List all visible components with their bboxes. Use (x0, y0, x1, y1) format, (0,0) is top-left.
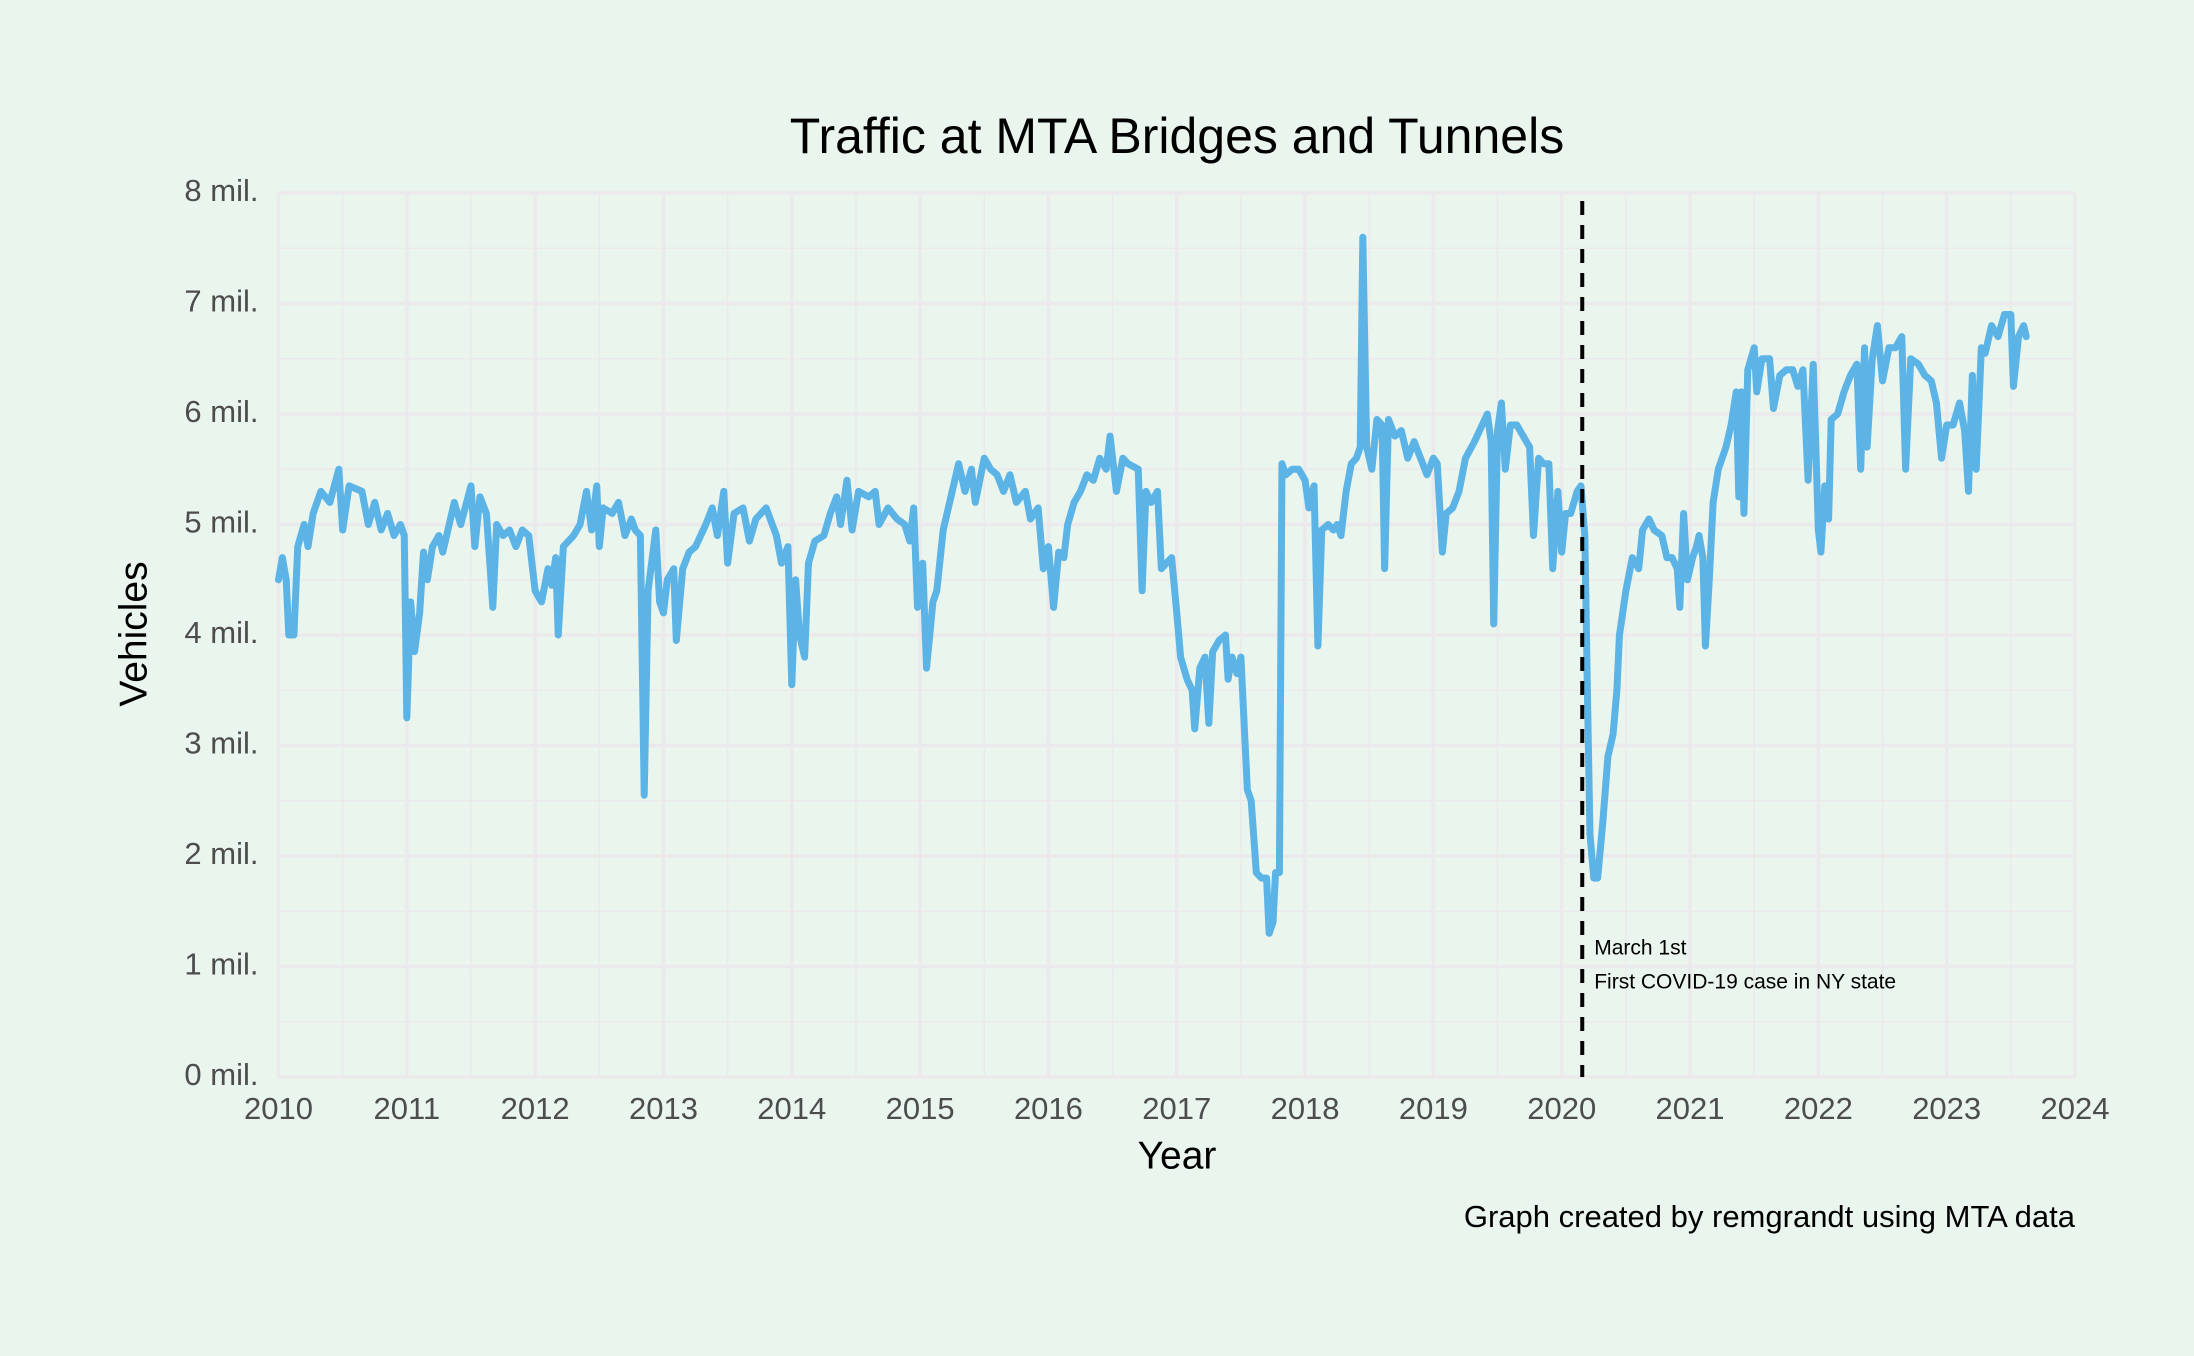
y-tick-label: 4 mil. (184, 615, 258, 650)
y-tick-label: 8 mil. (184, 173, 258, 208)
y-tick-label: 1 mil. (184, 947, 258, 982)
chart-title: Traffic at MTA Bridges and Tunnels (790, 108, 1564, 164)
x-tick-label: 2017 (1142, 1091, 1211, 1126)
x-tick-label: 2018 (1271, 1091, 1340, 1126)
y-tick-label: 7 mil. (184, 284, 258, 319)
caption: Graph created by remgrandt using MTA dat… (1464, 1199, 2076, 1234)
y-tick-label: 6 mil. (184, 394, 258, 429)
x-tick-label: 2016 (1014, 1091, 1083, 1126)
x-tick-label: 2014 (757, 1091, 826, 1126)
x-tick-label: 2010 (244, 1091, 313, 1126)
x-tick-label: 2024 (2041, 1091, 2110, 1126)
y-tick-label: 5 mil. (184, 505, 258, 540)
data-line (275, 233, 2030, 937)
y-tick-label: 2 mil. (184, 836, 258, 871)
y-axis-title: Vehicles (112, 561, 155, 706)
x-tick-label: 2015 (886, 1091, 955, 1126)
x-tick-label: 2020 (1527, 1091, 1596, 1126)
x-tick-label: 2023 (1912, 1091, 1981, 1126)
x-tick-label: 2022 (1784, 1091, 1853, 1126)
x-tick-label: 2013 (629, 1091, 698, 1126)
x-axis-title: Year (1138, 1134, 1217, 1177)
y-tick-label: 3 mil. (184, 726, 258, 761)
x-tick-label: 2019 (1399, 1091, 1468, 1126)
x-tick-label: 2012 (501, 1091, 570, 1126)
annotation-text: First COVID-19 case in NY state (1594, 971, 1896, 994)
y-tick-label: 0 mil. (184, 1057, 258, 1092)
x-tick-label: 2011 (373, 1091, 440, 1126)
x-tick-label: 2021 (1656, 1091, 1725, 1126)
annotation-text: March 1st (1594, 937, 1686, 960)
